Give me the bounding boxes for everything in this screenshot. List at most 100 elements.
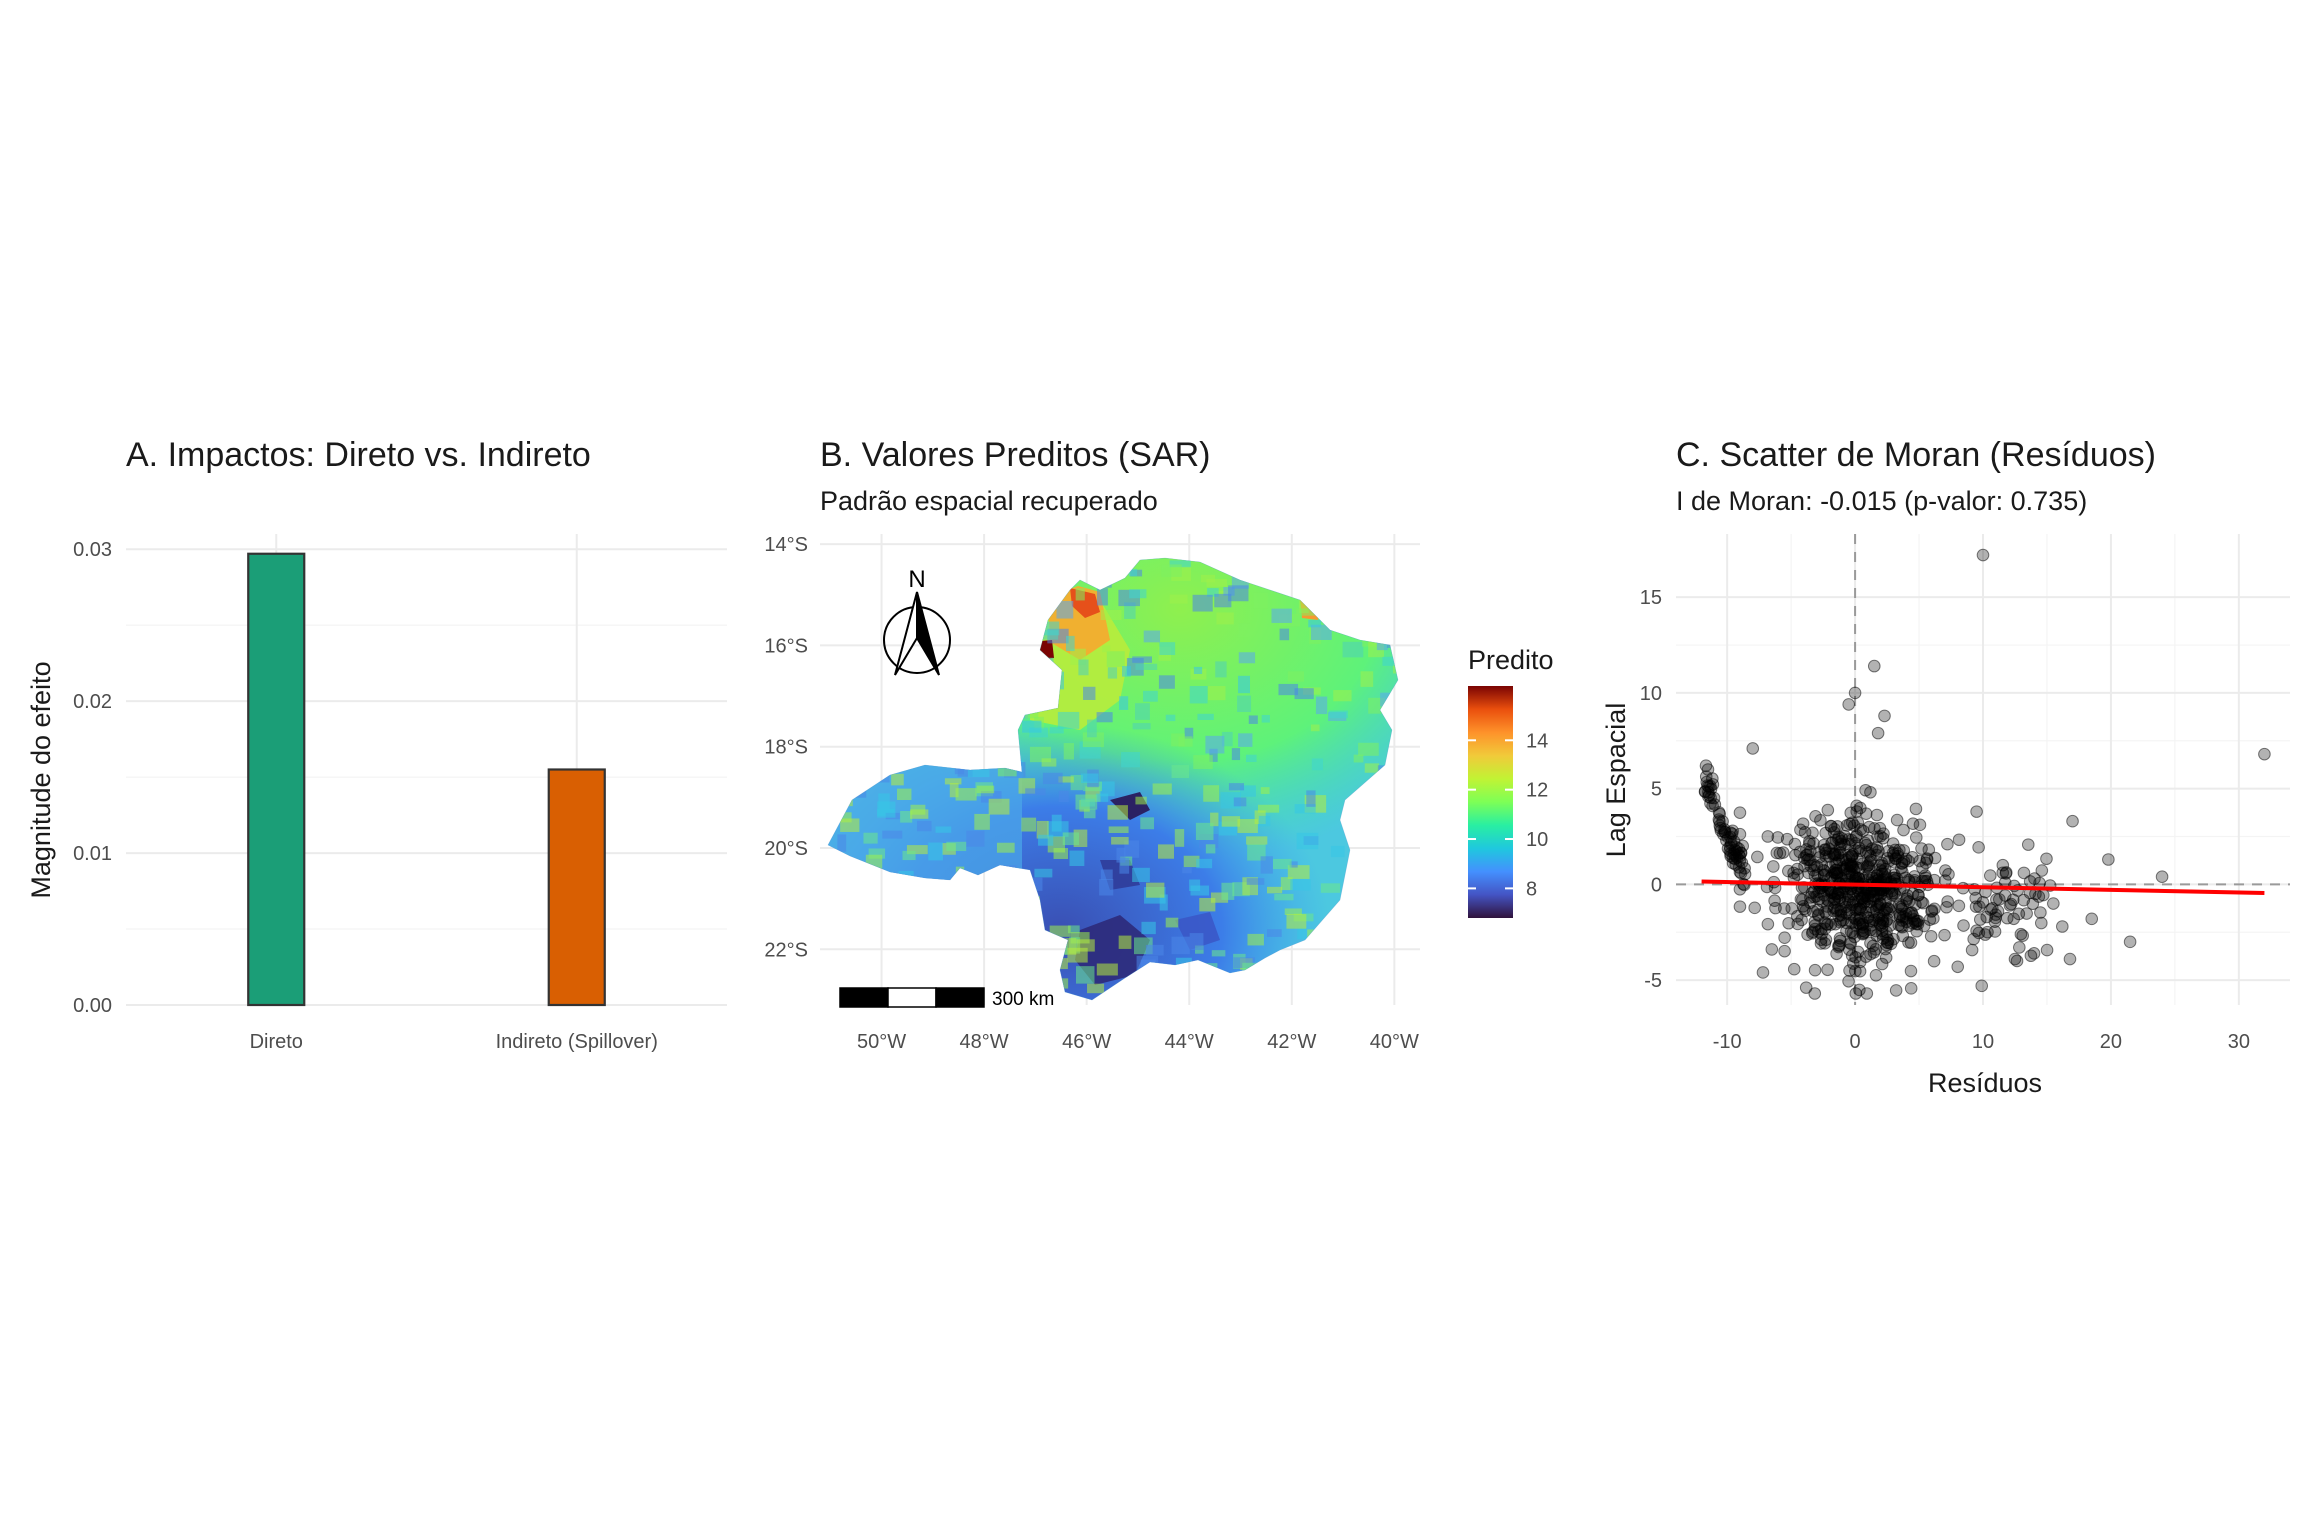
municipality-patch xyxy=(1013,689,1025,703)
scatter-point xyxy=(1845,949,1859,963)
scatter-point xyxy=(1939,864,1952,877)
scatter-point xyxy=(1844,806,1858,820)
municipality-patch xyxy=(1013,668,1036,677)
municipality-patch xyxy=(988,969,998,982)
scatter-point xyxy=(1906,817,1920,831)
municipality-patch xyxy=(1143,630,1161,643)
municipality-patch xyxy=(868,682,882,698)
municipality-patch xyxy=(967,768,990,778)
municipality-patch xyxy=(1296,832,1319,850)
municipality-patch xyxy=(1315,977,1335,987)
municipality-patch xyxy=(1258,815,1271,827)
municipality-patch xyxy=(874,607,885,622)
municipality-patch xyxy=(1053,848,1069,859)
scatter-point xyxy=(1738,867,1752,881)
municipality-patch xyxy=(1169,560,1191,568)
scatter-point xyxy=(2020,907,2033,920)
scatter-point xyxy=(1952,833,1966,847)
municipality-patch xyxy=(878,956,890,969)
municipality-patch xyxy=(1286,914,1307,929)
scatter-point xyxy=(1842,890,1856,903)
municipality-patch xyxy=(1363,905,1379,916)
scatter-point xyxy=(1793,845,1807,859)
municipality-patch xyxy=(1145,944,1164,956)
municipality-patch xyxy=(1260,856,1273,874)
municipality-patch xyxy=(958,906,968,915)
municipality-patch xyxy=(831,716,845,729)
municipality-patch xyxy=(1260,787,1270,794)
y-tick-label: 5 xyxy=(1651,779,1662,801)
municipality-patch xyxy=(1064,938,1077,955)
scatter-point xyxy=(1983,869,1997,882)
regression-line xyxy=(1701,879,2265,895)
scatter-point xyxy=(1778,944,1791,958)
municipality-patch xyxy=(1124,602,1136,619)
municipality-patch xyxy=(1132,867,1150,883)
municipality-patch xyxy=(1198,963,1218,981)
municipality-patch xyxy=(928,842,944,861)
municipality-patch xyxy=(1238,623,1251,638)
municipality-patch xyxy=(856,624,869,631)
municipality-patch xyxy=(1205,735,1225,754)
x-tick-label: 10 xyxy=(1972,1031,1994,1053)
municipality-patch xyxy=(970,602,981,619)
municipality-patch xyxy=(1121,752,1140,768)
municipality-patch xyxy=(848,761,858,779)
municipality-patch xyxy=(886,923,908,938)
municipality-patch xyxy=(1237,695,1252,713)
municipality-patch xyxy=(1201,574,1216,583)
municipality-patch xyxy=(1143,690,1158,702)
scatter-point xyxy=(1735,856,1749,869)
municipality-patch xyxy=(1175,957,1192,965)
municipality-patch xyxy=(1192,594,1213,612)
municipality-patch xyxy=(1206,578,1227,587)
municipality-patch xyxy=(1108,826,1129,833)
municipality-patch xyxy=(1373,773,1384,790)
municipality-patch xyxy=(994,930,1005,949)
municipality-patch xyxy=(1210,892,1229,903)
municipality-patch xyxy=(1296,608,1315,616)
scatter-point xyxy=(1927,954,1941,968)
municipality-patch xyxy=(1129,589,1147,599)
municipality-patch xyxy=(988,798,1010,815)
municipality-patch xyxy=(1182,867,1192,874)
municipality-patch xyxy=(1386,639,1398,648)
scatter-point xyxy=(1718,823,1731,836)
municipality-patch xyxy=(1401,602,1410,608)
scatter-point xyxy=(1778,931,1791,944)
municipality-patch xyxy=(841,570,853,588)
scatter-point xyxy=(2007,912,2021,926)
municipality-patch xyxy=(972,617,993,628)
scatter-point xyxy=(1834,903,1847,916)
scatter-point xyxy=(1904,982,1918,995)
scatter-point xyxy=(1886,837,1900,850)
municipality-patch xyxy=(1330,845,1345,858)
lon-tick-label: 40°W xyxy=(1370,1031,1419,1053)
municipality-patch xyxy=(905,916,915,925)
municipality-patch xyxy=(1309,596,1327,611)
municipality-patch xyxy=(1203,785,1220,802)
municipality-patch xyxy=(1135,663,1158,670)
scatter-point xyxy=(1870,808,1884,822)
municipality-patch xyxy=(1006,966,1016,981)
municipality-patch xyxy=(1189,879,1201,892)
municipality-patch xyxy=(1380,692,1391,707)
municipality-patch xyxy=(1075,966,1095,984)
municipality-patch xyxy=(882,830,903,839)
municipality-patch xyxy=(1024,964,1039,979)
scatter-point xyxy=(2040,852,2053,866)
municipality-patch xyxy=(1242,962,1263,976)
panel-a-title: A. Impactos: Direto vs. Indireto xyxy=(126,436,591,474)
municipality-patch xyxy=(1359,593,1380,604)
municipality-patch xyxy=(943,746,963,763)
scatter-point xyxy=(1854,823,1867,836)
municipality-patch xyxy=(1075,794,1098,810)
municipality-patch xyxy=(840,818,860,832)
municipality-patch xyxy=(861,614,876,626)
y-tick-label: 0 xyxy=(1651,874,1662,896)
municipality-patch xyxy=(1237,819,1258,833)
municipality-patch xyxy=(867,967,882,984)
scatter-point xyxy=(1814,814,1827,827)
municipality-patch xyxy=(1118,935,1132,949)
